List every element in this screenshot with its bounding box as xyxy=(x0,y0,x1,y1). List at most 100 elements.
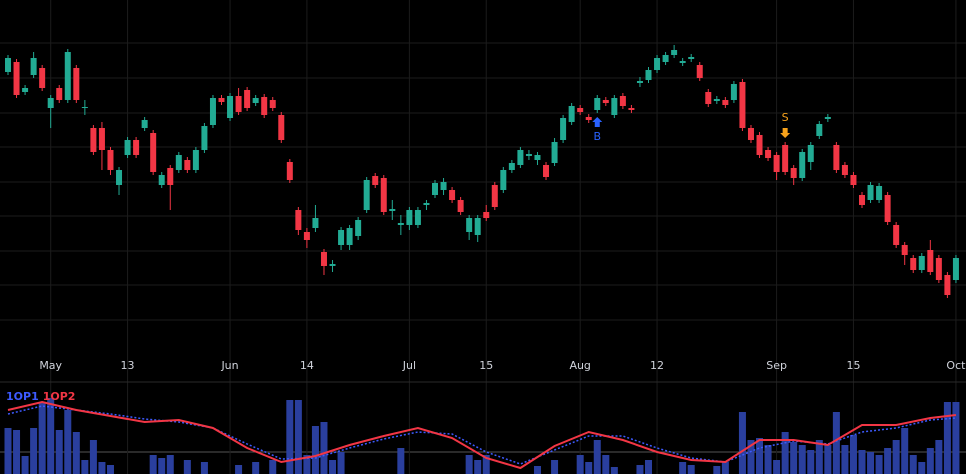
histogram-bar xyxy=(72,432,80,474)
histogram-bar xyxy=(645,460,652,474)
candle-body xyxy=(841,165,848,175)
candle-body xyxy=(39,68,46,88)
histogram-bar xyxy=(294,400,302,474)
candle-body xyxy=(64,52,71,100)
candle-body xyxy=(850,175,857,185)
candle-body xyxy=(901,245,908,255)
candle-body xyxy=(124,140,131,155)
candle-body xyxy=(30,58,37,75)
histogram-bar xyxy=(106,465,114,474)
histogram-bar xyxy=(781,432,789,474)
candle-body xyxy=(560,118,567,140)
candle-body xyxy=(440,182,447,190)
legend-entry: 1OP2 xyxy=(43,390,76,403)
candle-body xyxy=(739,82,746,128)
candle-body xyxy=(423,203,430,205)
histogram-bar xyxy=(474,460,482,474)
candle-body xyxy=(167,168,174,185)
histogram-bar xyxy=(235,465,243,474)
signal-label: S xyxy=(782,111,789,124)
candle-body xyxy=(790,168,797,178)
histogram-bar xyxy=(286,400,294,474)
histogram-bar xyxy=(4,428,12,474)
histogram-bar xyxy=(320,422,328,474)
candle-body xyxy=(5,58,11,72)
candle-body xyxy=(312,218,319,228)
candle-body xyxy=(517,150,524,165)
candle-body xyxy=(474,218,481,235)
candle-body xyxy=(90,128,97,152)
x-tick-label: Jun xyxy=(220,359,238,372)
histogram-bar xyxy=(773,460,781,474)
candle-body xyxy=(346,228,353,245)
candle-body xyxy=(98,128,105,150)
histogram-bar xyxy=(183,460,191,474)
histogram-bar xyxy=(89,440,97,474)
histogram-bar xyxy=(901,428,909,474)
candle-body xyxy=(944,275,951,295)
histogram-bar xyxy=(397,448,405,474)
candle-body xyxy=(449,190,456,200)
candle-body xyxy=(201,126,208,150)
candle-body xyxy=(491,185,498,207)
histogram-bar xyxy=(576,455,584,474)
candle-body xyxy=(577,108,584,112)
candle-body xyxy=(713,99,720,101)
histogram-bar xyxy=(918,462,926,474)
candle-body xyxy=(227,96,234,118)
histogram-bar xyxy=(482,455,490,474)
candle-body xyxy=(320,252,327,266)
candle-body xyxy=(432,183,438,195)
histogram-bar xyxy=(465,455,473,474)
candle-body xyxy=(910,258,917,270)
signal-label: B xyxy=(593,130,601,143)
candle-body xyxy=(175,155,182,170)
histogram-bar xyxy=(81,460,89,474)
histogram-bar xyxy=(687,465,695,474)
candle-body xyxy=(679,61,686,63)
candle-body xyxy=(747,128,754,140)
x-tick-label: Oct xyxy=(946,359,966,372)
candle-body xyxy=(141,120,148,128)
candle-body xyxy=(466,218,473,232)
candle-body xyxy=(184,160,191,170)
candle-body xyxy=(756,135,763,155)
candle-body xyxy=(722,100,729,105)
candle-body xyxy=(833,145,840,170)
candle-body xyxy=(799,152,806,178)
histogram-bar xyxy=(721,462,729,474)
histogram-bar xyxy=(269,460,277,474)
histogram-bar xyxy=(38,402,46,474)
histogram-bar xyxy=(747,440,755,474)
candle-body xyxy=(782,145,789,172)
candle-body xyxy=(355,220,362,236)
histogram-bar xyxy=(30,428,38,474)
signal-arrow xyxy=(780,128,791,138)
histogram-bar xyxy=(55,430,63,474)
candle-body xyxy=(730,84,737,100)
histogram-bar xyxy=(636,465,644,474)
x-tick-label: 12 xyxy=(650,359,664,372)
x-tick-label: 15 xyxy=(846,359,860,372)
histogram-bar xyxy=(790,442,798,474)
candle-body xyxy=(252,98,259,103)
histogram-bar xyxy=(943,402,951,474)
indicator-line xyxy=(7,400,957,470)
candle-body xyxy=(286,162,293,180)
candle-body xyxy=(363,180,370,210)
candle-body xyxy=(807,145,814,162)
candle-body xyxy=(192,150,199,170)
candle-body xyxy=(696,65,703,78)
candle-body xyxy=(406,210,413,225)
candle-body xyxy=(372,176,379,185)
histogram-bar xyxy=(166,455,174,474)
candle-body xyxy=(508,163,515,170)
histogram-bar xyxy=(679,462,687,474)
candle-body xyxy=(918,256,925,270)
candle-body xyxy=(534,155,541,160)
candle-body xyxy=(824,117,831,119)
histogram-bar xyxy=(158,458,166,474)
x-tick-label: May xyxy=(39,359,62,372)
histogram-bar xyxy=(756,438,764,474)
